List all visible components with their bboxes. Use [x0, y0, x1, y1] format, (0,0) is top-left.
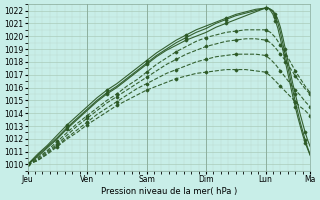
X-axis label: Pression niveau de la mer( hPa ): Pression niveau de la mer( hPa ) — [101, 187, 237, 196]
